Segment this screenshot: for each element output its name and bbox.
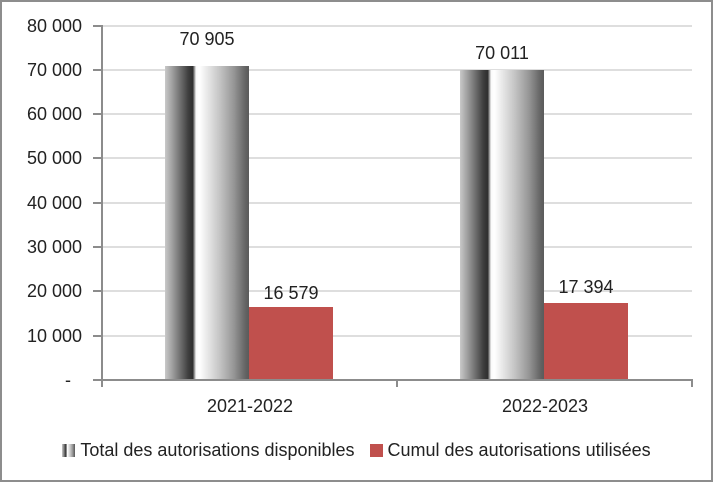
gridline <box>102 69 692 71</box>
y-axis-tick <box>93 379 102 381</box>
bar-total-2022-2023 <box>460 70 544 379</box>
x-axis-tick <box>396 381 398 387</box>
y-axis-label: 80 000 <box>26 16 82 36</box>
y-axis-line <box>101 25 103 381</box>
y-axis-label: 50 000 <box>26 148 82 168</box>
y-axis-label: 20 000 <box>26 281 82 301</box>
gridline <box>102 25 692 27</box>
gridline <box>102 335 692 337</box>
x-axis-tick <box>691 381 693 387</box>
y-axis-tick <box>93 69 102 71</box>
y-axis-tick <box>93 113 102 115</box>
category-label-2022-2023: 2022-2023 <box>501 396 589 416</box>
y-axis-label: 60 000 <box>26 104 82 124</box>
legend-item-cumul: Cumul des autorisations utilisées <box>369 439 651 461</box>
y-axis-label: 40 000 <box>26 193 82 213</box>
y-axis-tick <box>93 335 102 337</box>
y-axis-zero-label: - <box>65 370 71 390</box>
y-axis-tick <box>93 290 102 292</box>
y-axis-tick <box>93 25 102 27</box>
data-label-cumul-2021-2022: 16 579 <box>263 283 319 303</box>
gridline <box>102 290 692 292</box>
x-axis-tick <box>101 381 103 387</box>
y-axis-tick <box>93 246 102 248</box>
gridline <box>102 202 692 204</box>
y-axis-label: 70 000 <box>26 60 82 80</box>
legend: Total des autorisations disponibles Cumu… <box>2 438 711 462</box>
bar-total-2021-2022 <box>165 66 249 379</box>
gridline <box>102 113 692 115</box>
gridline <box>102 157 692 159</box>
legend-marker-total-icon <box>62 443 76 457</box>
x-axis-line <box>101 379 693 381</box>
data-label-total-2021-2022: 70 905 <box>179 29 235 49</box>
y-axis-tick <box>93 157 102 159</box>
data-label-cumul-2022-2023: 17 394 <box>558 277 614 297</box>
bar-cumul-2021-2022 <box>249 307 333 379</box>
bar-cumul-2022-2023 <box>544 303 628 379</box>
y-axis-label: 10 000 <box>26 326 82 346</box>
data-label-total-2022-2023: 70 011 <box>475 43 529 63</box>
y-axis-label: 30 000 <box>26 237 82 257</box>
legend-marker-cumul-icon <box>369 443 383 457</box>
category-label-2021-2022: 2021-2022 <box>206 396 294 416</box>
y-axis-tick <box>93 202 102 204</box>
legend-label-total: Total des autorisations disponibles <box>80 439 355 460</box>
legend-item-total: Total des autorisations disponibles <box>62 439 355 461</box>
gridline <box>102 246 692 248</box>
legend-label-cumul: Cumul des autorisations utilisées <box>387 439 651 460</box>
